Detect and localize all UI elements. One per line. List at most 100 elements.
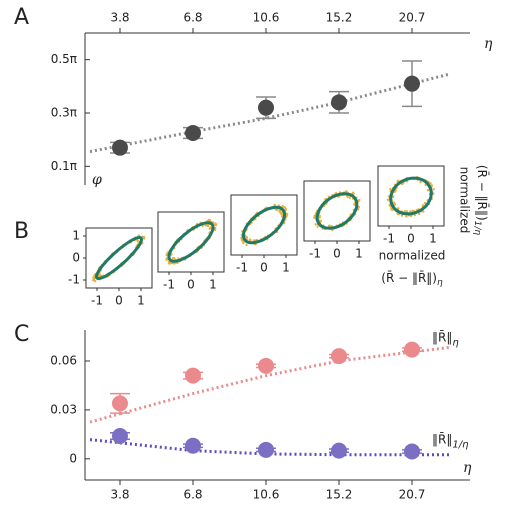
sample-dot <box>392 201 396 204</box>
sample-dot <box>397 207 400 210</box>
x-tick-label: 1 <box>429 232 437 246</box>
y-label-text: normalized <box>458 167 472 234</box>
legend-label: ‖R̄‖η <box>432 330 459 349</box>
y-label-formula: (R̄ − ‖R̄‖)1/η <box>473 165 490 235</box>
formula: (R̄ − ‖R̄‖) <box>476 165 490 221</box>
y-axis-label: φ <box>92 172 102 188</box>
x-tick-label: 3.8 <box>110 488 129 502</box>
inset-content <box>92 234 146 283</box>
sample-dot <box>136 239 139 242</box>
sample-dot <box>353 203 356 206</box>
inset-frame <box>230 194 298 256</box>
subscript: η <box>437 278 443 288</box>
sample-dot <box>419 180 422 184</box>
data-point <box>258 441 274 458</box>
sample-dot <box>405 215 408 218</box>
fit-ellipse <box>242 205 286 245</box>
sample-dot <box>172 257 176 260</box>
y-tick-label: 0.06 <box>50 353 77 367</box>
sample-dot <box>409 210 412 213</box>
sample-dot <box>283 206 286 209</box>
data-point <box>331 348 347 365</box>
sample-dot <box>208 219 212 222</box>
sample-dot <box>400 214 404 217</box>
fit-extension <box>89 412 121 424</box>
x-label-text: normalized <box>379 249 446 263</box>
y-tick-label: 0.03 <box>50 402 77 416</box>
formula: (R̄ − ‖R̄‖) <box>381 270 437 284</box>
sample-dot <box>278 210 281 213</box>
y-tick-label: 0.5π <box>51 52 77 66</box>
y-tick-label: 1 <box>72 229 80 243</box>
legend-subscript: η <box>452 338 458 349</box>
x-tick-label: 10.6 <box>253 488 280 502</box>
data-point <box>185 367 201 384</box>
x-tick-label: 0 <box>187 278 195 292</box>
legend-label: ‖R̄‖1/η <box>432 432 468 451</box>
sample-dot <box>411 209 414 213</box>
x-tick-label: -1 <box>91 294 103 308</box>
x-tick-label: 1 <box>209 278 217 292</box>
sample-dot <box>426 188 430 192</box>
sample-dot <box>390 208 394 211</box>
sample-dot <box>352 192 355 195</box>
y-tick-label: 0 <box>72 251 80 265</box>
y-tick-label: -1 <box>68 273 80 287</box>
sample-dot <box>93 279 97 283</box>
panel-label: C <box>14 322 29 347</box>
x-tick-label: 0 <box>333 247 341 261</box>
inset-frame <box>303 180 371 242</box>
legend-subscript: 1/η <box>452 439 468 450</box>
inset-frame <box>157 211 225 273</box>
sample-dot <box>348 196 352 200</box>
sample-dot <box>396 179 400 183</box>
legend-name: ‖R̄‖ <box>432 432 452 446</box>
y-tick-label: 0.3π <box>51 106 77 120</box>
x-tick-label: 10.6 <box>253 11 280 25</box>
x-tick-label: 1 <box>282 261 290 275</box>
data-point <box>404 443 420 460</box>
data-point <box>404 75 420 92</box>
y-tick-label: 0.1π <box>51 159 77 173</box>
y-tick-label: 0 <box>69 451 77 465</box>
panel-label: A <box>14 5 29 30</box>
x-tick-label: 1 <box>137 294 145 308</box>
x-axis-label: η <box>463 460 472 476</box>
fit-ellipse <box>94 236 144 280</box>
fit-ellipse <box>167 221 215 263</box>
x-tick-label: 6.8 <box>183 11 202 25</box>
data-point <box>331 442 347 459</box>
inset-content <box>313 190 361 232</box>
x-tick-label: 1 <box>355 247 363 261</box>
sample-dot <box>389 187 392 191</box>
inset-frame <box>377 165 445 227</box>
x-tick-label: -1 <box>236 261 248 275</box>
x-tick-label: 0 <box>260 261 268 275</box>
sample-dot <box>165 253 168 257</box>
fit-extension <box>89 438 121 445</box>
inset-content <box>165 218 218 265</box>
x-tick-label: 0 <box>115 294 123 308</box>
data-point <box>404 341 420 358</box>
inset-content <box>240 203 289 247</box>
data-point <box>112 427 128 444</box>
x-tick-label: -1 <box>383 232 395 246</box>
sample-dot <box>213 223 217 226</box>
panel-label: B <box>14 219 29 244</box>
x-tick-label: 0 <box>407 232 415 246</box>
sample-dot <box>316 225 319 228</box>
x-tick-label: 20.7 <box>399 488 426 502</box>
data-point <box>112 139 128 156</box>
fit-ellipse <box>389 176 433 216</box>
x-axis-label: η <box>484 36 493 52</box>
sample-dot <box>92 276 95 279</box>
x-tick-label: 15.2 <box>326 11 353 25</box>
sample-dot <box>242 241 245 245</box>
fit-ellipse <box>315 192 359 230</box>
fit-line <box>119 350 413 416</box>
sample-dot <box>386 198 390 202</box>
sample-dot <box>418 212 421 215</box>
sample-dot <box>429 182 432 185</box>
x-tick-label: -1 <box>163 278 175 292</box>
data-point <box>112 395 128 412</box>
